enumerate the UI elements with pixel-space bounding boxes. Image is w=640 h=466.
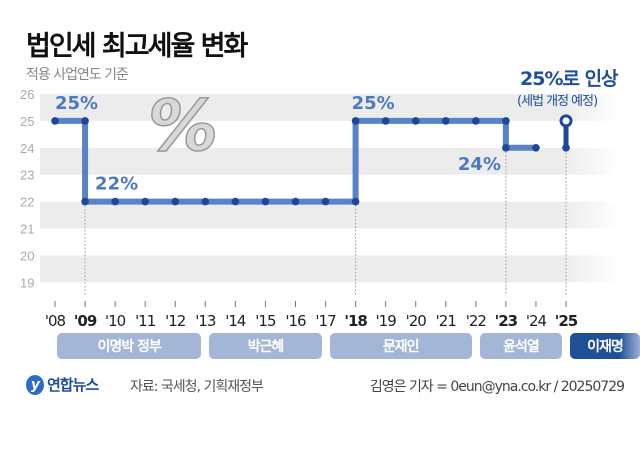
chart-title: 법인세 최고세율 변화 [26,31,248,62]
grid-band [40,201,620,229]
y-tick-label: 20 [20,248,34,263]
data-point [441,117,450,125]
x-tick-label: '20 [406,312,427,330]
data-point [502,117,510,125]
government-label: 이명박 정부 [57,333,202,359]
y-tick-label: 25 [20,114,34,129]
logo-icon: y [26,374,44,395]
grid-band [40,147,620,175]
y-tick-label: 22 [20,195,34,210]
data-point [472,117,480,125]
data-point [562,144,570,152]
x-tick-label: '22 [466,312,487,330]
y-tick-label: 21 [20,222,34,237]
data-point [502,144,510,152]
data-point [261,197,270,206]
annotation-main: 25%로 인상 [520,68,619,90]
data-point [351,117,360,125]
government-label: 문재인 [329,333,472,359]
x-tick-label: '15 [255,312,276,330]
data-point [81,117,89,125]
y-tick-label: 24 [20,141,34,156]
x-tick-label: '08 [45,312,66,330]
data-point [201,197,210,206]
annotation-sub: (세법 개정 예정) [517,94,598,109]
data-point [411,117,420,125]
x-tick-label: '13 [195,312,216,330]
yonhap-logo: y 연합뉴스 [26,374,99,395]
x-tick-label: '09 [74,312,97,330]
grid-band [40,255,620,283]
x-tick-label: '24 [526,312,547,330]
data-label: 25% [352,93,395,114]
data-point [321,197,330,206]
x-tick-label: '23 [495,312,518,330]
source: 자료: 국세청, 기획재정부 [130,379,264,395]
data-point [351,197,360,206]
data-point [141,197,149,206]
data-point [231,197,240,206]
x-tick-label: '19 [376,312,397,330]
data-point [291,197,300,206]
x-tick-label: '18 [344,312,367,330]
chart: 19 20 21 22 23 24 25 26 25% 22% 25% 24%% '08 '09 '10 '1… [20,84,620,330]
x-tick-label: '16 [285,312,306,330]
data-point [171,197,180,206]
x-tick-label: '10 [105,312,126,330]
credit: 김영은 기자 = 0eun@yna.co.kr / 20250729 [369,379,625,395]
data-point [51,117,59,125]
data-label: 22% [95,174,138,195]
data-point [381,117,390,125]
y-tick-label: 19 [20,275,34,290]
y-tick-label: 23 [20,168,34,183]
data-point [532,144,540,152]
planned-point [559,114,573,128]
chart-subtitle: 적용 사업연도 기준 [26,67,129,83]
data-point [111,197,119,206]
x-tick-label: '14 [225,312,246,330]
x-tick-label: '25 [555,312,578,330]
x-tick-label: '21 [436,312,457,330]
y-tick-label: 26 [20,87,34,102]
x-tick-label: '11 [135,312,156,330]
government-label: 윤석열 [479,333,562,359]
grid-band [40,94,620,121]
data-label: 25% [55,93,98,114]
x-tick-label: '12 [165,312,186,330]
government-label: 박근혜 [209,333,322,359]
logo-text: 연합뉴스 [47,376,99,394]
x-tick-label: '17 [315,312,336,330]
percent-graphic: % [148,85,218,167]
rate-line [55,117,536,205]
data-label: 24% [458,154,501,175]
government-label: 이재명 [570,333,640,359]
data-point [81,197,89,206]
